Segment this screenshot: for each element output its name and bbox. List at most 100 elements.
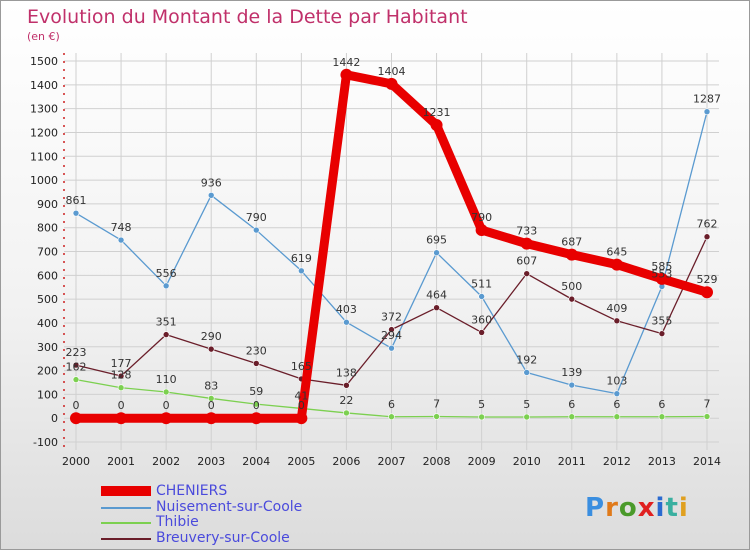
data-label-nuisement: 556 <box>156 267 177 280</box>
x-tick-label: 2006 <box>332 455 360 468</box>
y-tick-label: 500 <box>37 293 58 306</box>
point-thibie <box>252 400 260 408</box>
data-label-thibie: 22 <box>339 394 353 407</box>
data-label-cheniers: 585 <box>651 260 672 273</box>
x-tick-label: 2010 <box>513 455 541 468</box>
point-nuisement <box>433 249 440 256</box>
point-breuvery <box>568 295 576 303</box>
point-thibie <box>478 413 485 421</box>
x-tick-label: 2000 <box>62 455 90 468</box>
point-nuisement <box>162 282 170 290</box>
point-breuvery <box>658 330 666 337</box>
data-label-cheniers: 1404 <box>378 65 406 78</box>
x-tick-label: 2008 <box>423 455 451 468</box>
data-label-nuisement: 553 <box>651 268 672 281</box>
logo-letter: t <box>665 493 679 523</box>
point-cheniers <box>205 412 218 425</box>
x-tick-label: 2014 <box>693 455 721 468</box>
point-breuvery <box>343 382 350 389</box>
logo-letter: r <box>605 493 619 523</box>
point-breuvery <box>162 331 170 338</box>
y-tick-label: 1400 <box>30 79 58 92</box>
point-cheniers <box>520 237 533 250</box>
legend-label-nuisement: Nuisement-sur-Coole <box>156 498 303 515</box>
data-label-thibie: 6 <box>568 398 575 411</box>
point-cheniers <box>610 258 623 271</box>
point-nuisement <box>298 267 305 275</box>
point-thibie <box>568 413 576 421</box>
legend-swatch-breuvery <box>101 537 151 540</box>
point-breuvery <box>478 329 485 336</box>
y-tick-label: 900 <box>37 198 58 211</box>
chart-title: Evolution du Montant de la Dette par Hab… <box>27 6 468 28</box>
data-label-nuisement: 1287 <box>693 93 721 106</box>
data-label-cheniers: 0 <box>163 399 170 412</box>
data-label-thibie: 59 <box>249 385 263 398</box>
point-nuisement <box>523 369 531 376</box>
y-tick-label: 700 <box>37 246 58 259</box>
x-tick-label: 2001 <box>107 455 135 468</box>
data-label-thibie: 41 <box>294 389 308 402</box>
data-label-cheniers: 687 <box>561 236 582 249</box>
data-label-cheniers: 1442 <box>332 56 360 69</box>
logo-letter: o <box>618 493 638 523</box>
data-label-nuisement: 861 <box>66 194 87 207</box>
point-breuvery <box>613 317 621 325</box>
data-label-cheniers: 0 <box>253 399 260 412</box>
y-tick-label: 400 <box>37 317 58 330</box>
data-label-breuvery: 607 <box>516 255 537 268</box>
logo-letter: i <box>678 493 689 523</box>
point-cheniers <box>250 412 263 425</box>
data-label-breuvery: 177 <box>111 357 132 370</box>
point-thibie <box>388 413 395 421</box>
x-tick-label: 2003 <box>197 455 225 468</box>
logo-letter: i <box>655 493 666 523</box>
data-label-nuisement: 103 <box>606 375 627 388</box>
data-label-cheniers: 733 <box>516 225 537 238</box>
point-nuisement <box>388 344 395 352</box>
point-cheniers <box>655 272 668 285</box>
point-nuisement <box>72 209 80 217</box>
data-label-breuvery: 360 <box>471 313 492 326</box>
point-thibie <box>523 413 531 421</box>
data-label-breuvery: 230 <box>246 344 267 357</box>
point-breuvery <box>72 361 80 369</box>
y-tick-label: 1000 <box>30 174 58 187</box>
point-breuvery <box>703 233 711 241</box>
data-label-cheniers: 0 <box>298 399 305 412</box>
data-label-thibie: 6 <box>388 398 395 411</box>
point-breuvery <box>252 360 260 367</box>
data-label-thibie: 7 <box>704 398 711 411</box>
data-label-breuvery: 165 <box>291 360 312 373</box>
point-thibie <box>703 413 711 420</box>
point-breuvery <box>523 270 531 277</box>
point-nuisement <box>478 293 485 300</box>
point-thibie <box>343 409 350 417</box>
series-lines <box>70 68 713 425</box>
point-cheniers <box>701 286 713 299</box>
point-cheniers <box>115 412 128 425</box>
legend-swatch-cheniers <box>101 486 151 496</box>
legend-label-breuvery: Breuvery-sur-Coole <box>156 529 290 546</box>
y-tick-label: 1200 <box>30 126 58 139</box>
point-thibie <box>117 384 125 392</box>
y-tick-label: 100 <box>37 388 58 401</box>
point-nuisement <box>613 390 621 397</box>
data-label-nuisement: 511 <box>471 278 492 291</box>
y-tick-label: 1100 <box>30 150 58 163</box>
point-cheniers <box>70 412 82 425</box>
point-breuvery <box>117 372 125 380</box>
data-label-cheniers: 529 <box>697 273 718 286</box>
data-label-breuvery: 290 <box>201 330 222 343</box>
data-label-nuisement: 619 <box>291 252 312 265</box>
data-label-thibie: 7 <box>433 398 440 411</box>
data-label-thibie: 6 <box>613 398 620 411</box>
x-tick-label: 2002 <box>152 455 180 468</box>
x-tick-label: 2007 <box>378 455 406 468</box>
x-tick-label: 2011 <box>558 455 586 468</box>
data-label-breuvery: 762 <box>697 218 718 231</box>
data-label-nuisement: 748 <box>111 221 132 234</box>
data-label-cheniers: 1231 <box>423 106 451 119</box>
